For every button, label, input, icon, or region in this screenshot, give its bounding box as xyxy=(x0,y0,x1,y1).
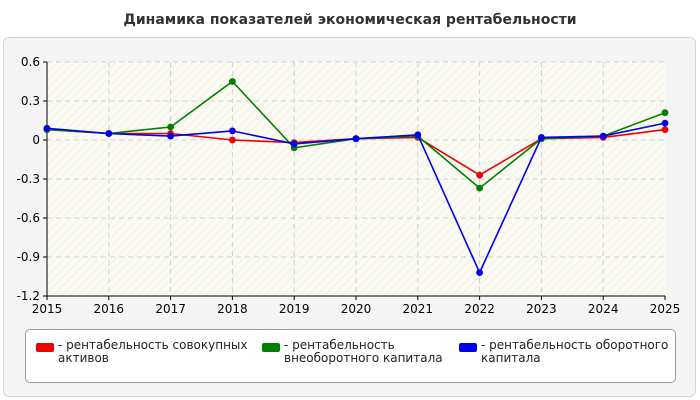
x-tick-label: 2025 xyxy=(650,302,681,316)
x-tick-label: 2019 xyxy=(279,302,310,316)
y-tick-label: 0.3 xyxy=(21,94,40,108)
legend-swatch-green xyxy=(262,343,280,352)
x-tick-label: 2017 xyxy=(155,302,186,316)
y-tick-label: -0.3 xyxy=(17,172,40,186)
data-point xyxy=(476,171,483,179)
legend-swatch-red xyxy=(36,343,54,352)
data-point xyxy=(661,126,669,133)
x-tick-label: 2016 xyxy=(94,302,125,316)
x-tick-label: 2021 xyxy=(403,302,434,316)
data-point xyxy=(229,78,236,85)
data-point xyxy=(352,135,360,143)
data-point xyxy=(476,269,483,276)
data-point xyxy=(167,132,175,140)
y-tick-label: -1.2 xyxy=(17,289,40,303)
y-tick-label: 0.6 xyxy=(21,55,40,69)
x-tick-label: 2015 xyxy=(32,302,63,316)
legend-label: рентабельность внеоборотного капитала xyxy=(284,339,474,365)
y-tick-label: 0 xyxy=(32,133,40,147)
data-point xyxy=(43,124,51,132)
data-point xyxy=(229,136,236,144)
x-tick-label: 2018 xyxy=(217,302,248,316)
y-tick-label: -0.9 xyxy=(17,250,40,264)
data-point xyxy=(414,131,422,139)
x-tick-label: 2023 xyxy=(526,302,557,316)
data-point xyxy=(599,132,607,140)
chart-title: Динамика показателей экономическая рента… xyxy=(123,12,577,28)
y-tick-label: -0.6 xyxy=(17,211,40,225)
legend-label: рентабельность оборотного капитала xyxy=(481,339,671,365)
data-point xyxy=(229,127,236,135)
data-point xyxy=(538,134,545,141)
legend: рентабельность совокупных активов рентаб… xyxy=(25,329,676,383)
data-point xyxy=(167,123,175,131)
legend-swatch-blue xyxy=(459,343,477,352)
data-point xyxy=(290,140,298,148)
legend-label: рентабельность совокупных активов xyxy=(58,339,248,365)
x-tick-label: 2020 xyxy=(341,302,372,316)
data-point xyxy=(476,184,483,192)
data-point xyxy=(661,119,669,127)
x-tick-label: 2022 xyxy=(464,302,495,316)
data-point xyxy=(105,130,113,137)
data-point xyxy=(661,109,669,117)
x-tick-label: 2024 xyxy=(588,302,619,316)
